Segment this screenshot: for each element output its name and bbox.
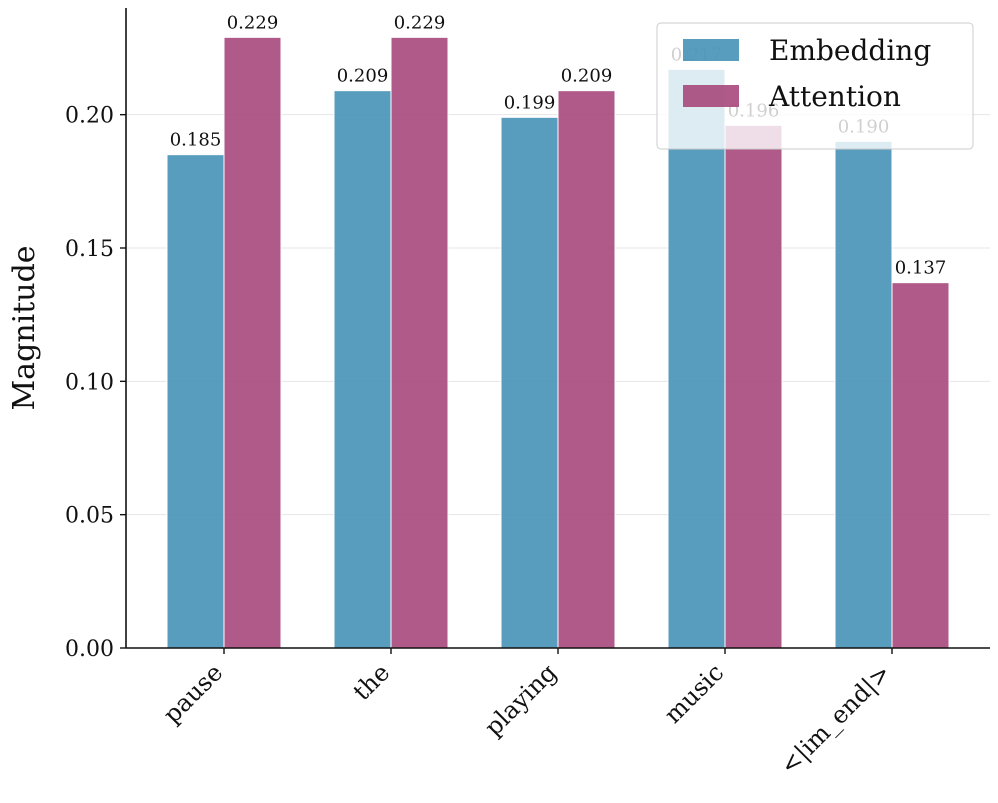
bar-attention-1 bbox=[390, 36, 449, 649]
y-tick-label: 0.05 bbox=[65, 504, 114, 529]
y-tick-label: 0.20 bbox=[65, 104, 114, 129]
x-tick-label: pause bbox=[158, 658, 228, 728]
bar-attention-4 bbox=[891, 282, 950, 649]
y-tick-label: 0.00 bbox=[65, 637, 114, 662]
value-label-attention-4: 0.137 bbox=[895, 258, 947, 279]
legend-label-embedding: Embedding bbox=[769, 34, 931, 67]
legend-swatch-embedding bbox=[683, 39, 739, 61]
x-tick-label: <|im_end|> bbox=[775, 658, 897, 780]
bar-attention-3 bbox=[724, 124, 783, 649]
value-label-embedding-0: 0.185 bbox=[170, 130, 222, 151]
bar-attention-0 bbox=[223, 36, 282, 649]
value-label-attention-1: 0.229 bbox=[394, 12, 446, 33]
bar-embedding-2 bbox=[500, 116, 559, 649]
y-tick-label: 0.15 bbox=[65, 237, 114, 262]
bar-embedding-1 bbox=[333, 90, 392, 649]
bar-attention-2 bbox=[557, 90, 616, 649]
y-axis-title: Magnitude bbox=[7, 245, 42, 410]
bars bbox=[166, 36, 950, 649]
x-tick-label: music bbox=[659, 658, 729, 728]
x-tick-label: the bbox=[348, 658, 396, 706]
value-label-attention-0: 0.229 bbox=[227, 12, 279, 33]
x-axis-ticks: pause the playing music <|im_end|> bbox=[158, 648, 897, 781]
y-axis-ticks: 0.00 0.05 0.10 0.15 0.20 bbox=[65, 104, 126, 662]
bar-embedding-4 bbox=[834, 140, 893, 649]
y-tick-label: 0.10 bbox=[65, 370, 114, 395]
bar-embedding-3 bbox=[667, 68, 726, 649]
value-label-embedding-2: 0.199 bbox=[504, 92, 556, 113]
legend: Embedding Attention bbox=[656, 22, 974, 150]
bar-embedding-0 bbox=[166, 154, 225, 649]
legend-swatch-attention bbox=[683, 85, 739, 107]
legend-label-attention: Attention bbox=[768, 80, 901, 113]
x-tick-label: playing bbox=[479, 658, 562, 741]
value-label-embedding-1: 0.209 bbox=[337, 66, 389, 87]
value-label-attention-2: 0.209 bbox=[561, 66, 613, 87]
